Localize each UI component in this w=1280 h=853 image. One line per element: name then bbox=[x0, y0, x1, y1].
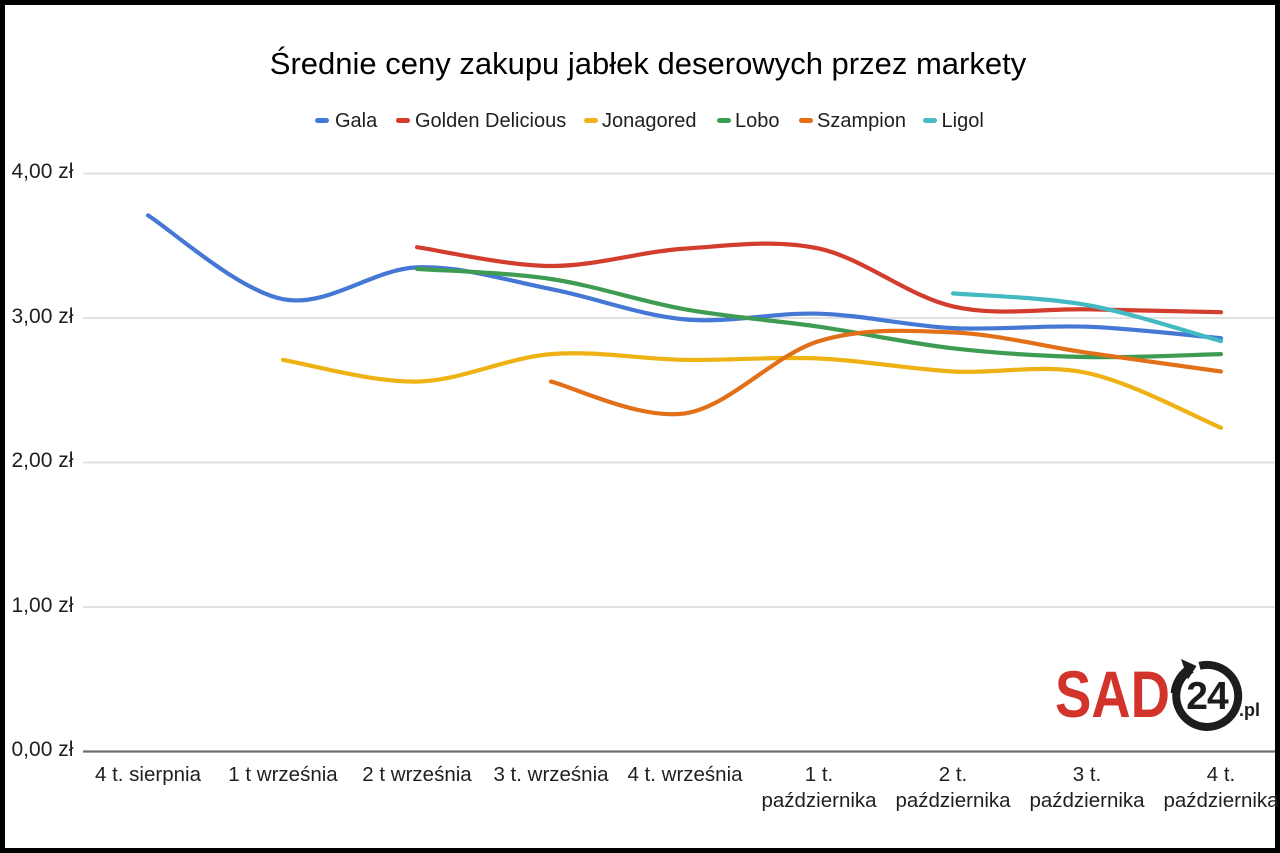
svg-text:24: 24 bbox=[1186, 675, 1229, 718]
